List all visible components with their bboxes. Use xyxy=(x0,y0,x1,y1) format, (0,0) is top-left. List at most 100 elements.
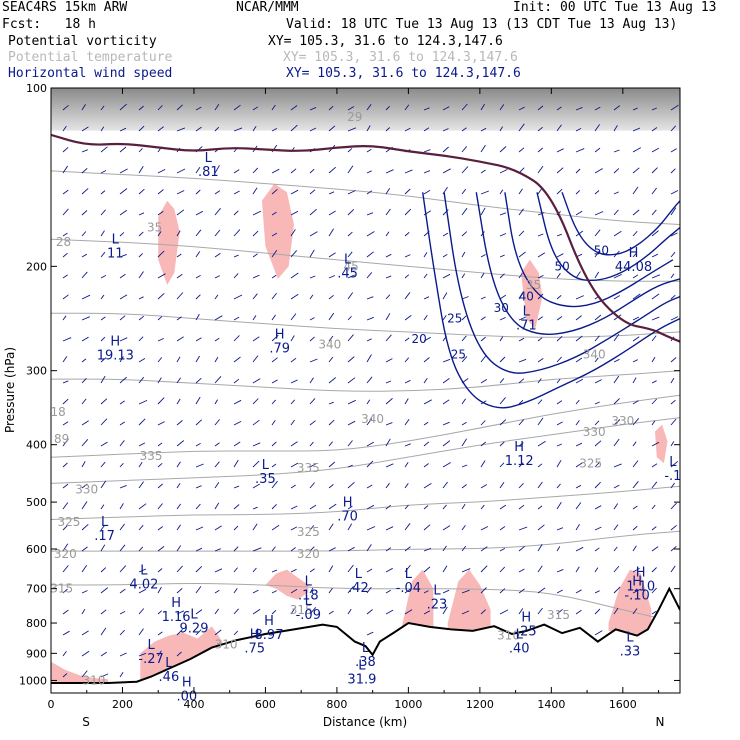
wind-vector xyxy=(81,210,88,216)
wind-vector xyxy=(385,208,391,216)
wind-vector xyxy=(252,293,258,300)
extremum-value: 1.12 xyxy=(505,454,534,469)
wind-vector xyxy=(62,125,67,132)
extremum-value: 1.10 xyxy=(626,579,655,594)
extremum-value: .40 xyxy=(509,642,530,657)
wind-vector xyxy=(138,212,145,216)
wind-vector xyxy=(651,504,656,510)
extremum-letter: L xyxy=(101,515,109,530)
wind-vector xyxy=(537,505,543,510)
wind-vector xyxy=(100,418,108,426)
field-name-wind: Horizontal wind speed xyxy=(8,66,173,81)
wind-vector xyxy=(385,398,393,405)
extremum-letter: L xyxy=(190,607,198,622)
wind-vector xyxy=(442,292,448,300)
wind-vector xyxy=(537,337,543,342)
extremum-letter: L xyxy=(358,659,366,674)
wind-vector xyxy=(62,146,69,153)
x-end-label-north: N xyxy=(656,715,665,729)
wind-vector xyxy=(309,168,315,174)
wind-vector xyxy=(271,546,276,552)
wind-vector xyxy=(385,438,391,447)
wind-vector xyxy=(499,212,507,216)
wind-vector xyxy=(670,482,675,489)
wind-vector xyxy=(670,441,675,447)
wind-vector xyxy=(100,170,107,174)
wind-vector xyxy=(119,421,126,426)
wind-vector xyxy=(176,168,186,174)
wind-vector xyxy=(594,590,600,594)
wind-vector xyxy=(176,420,183,426)
wind-vector xyxy=(252,419,260,426)
wind-vector xyxy=(556,400,563,405)
wind-vector xyxy=(594,250,600,258)
wind-vector xyxy=(575,566,580,573)
extremum-value: .25 xyxy=(516,625,537,640)
wind-vector xyxy=(423,127,430,132)
wind-vector xyxy=(290,526,298,531)
y-tick-label: 900 xyxy=(26,647,47,660)
wind-vector xyxy=(651,441,660,447)
wind-vector xyxy=(138,166,144,174)
wind-vector xyxy=(480,460,486,468)
wind-vector xyxy=(252,336,260,342)
wind-vector xyxy=(81,670,88,678)
wind-vector xyxy=(518,462,524,468)
wind-vector xyxy=(499,566,506,573)
wind-vector xyxy=(309,317,315,321)
wind-vector xyxy=(670,294,676,300)
extremum-letter: L xyxy=(262,458,270,473)
wind-vector xyxy=(62,421,69,426)
wind-vector xyxy=(556,273,561,279)
extremum-letter: H xyxy=(182,675,192,690)
wind-vector xyxy=(119,440,125,447)
wind-vector xyxy=(518,399,524,405)
wind-vector xyxy=(119,629,125,636)
wind-vector xyxy=(518,188,523,195)
extremum-letter: L xyxy=(626,631,634,646)
wind-vector xyxy=(537,126,543,132)
wind-vector xyxy=(309,568,315,573)
wind-vector xyxy=(366,376,373,384)
wind-vector xyxy=(366,586,372,594)
wind-vector xyxy=(613,191,619,195)
wind-vector xyxy=(556,421,563,426)
wind-vector xyxy=(309,208,317,216)
wind-vector xyxy=(518,293,524,300)
wind-vector xyxy=(670,207,677,216)
wind-vector xyxy=(100,651,108,657)
wind-vector xyxy=(632,336,640,342)
wind-vector xyxy=(499,126,503,132)
wind-vector xyxy=(594,168,603,174)
wind-vector xyxy=(537,316,543,321)
wind-vector xyxy=(233,546,239,552)
wind-vector xyxy=(366,418,373,426)
wind-vector xyxy=(119,588,126,594)
contour-label: 28 xyxy=(56,235,71,249)
wind-vector xyxy=(100,251,106,258)
wind-vector xyxy=(499,189,504,195)
wind-vector xyxy=(290,462,299,468)
wind-vector xyxy=(442,146,449,153)
wind-vector xyxy=(575,190,581,195)
wind-vector xyxy=(195,609,203,615)
wind-vector xyxy=(499,294,507,300)
extremum-letter: L xyxy=(305,575,313,590)
wind-vector xyxy=(651,274,661,279)
wind-vector xyxy=(195,526,204,531)
wind-vector xyxy=(404,483,409,489)
wind-vector xyxy=(328,503,337,510)
wind-vector xyxy=(385,547,392,552)
wind-vector xyxy=(100,316,106,321)
wind-vector xyxy=(347,148,353,153)
wind-vector xyxy=(404,357,410,363)
wind-vector xyxy=(119,253,127,258)
wind-vector xyxy=(423,189,431,195)
wind-vector xyxy=(518,378,525,384)
wind-vector xyxy=(271,609,277,615)
extremum-letter: L xyxy=(140,563,148,578)
wind-vector xyxy=(214,337,220,342)
wind-vector xyxy=(290,588,298,594)
wind-vector xyxy=(271,463,277,468)
wind-vector xyxy=(461,503,466,510)
